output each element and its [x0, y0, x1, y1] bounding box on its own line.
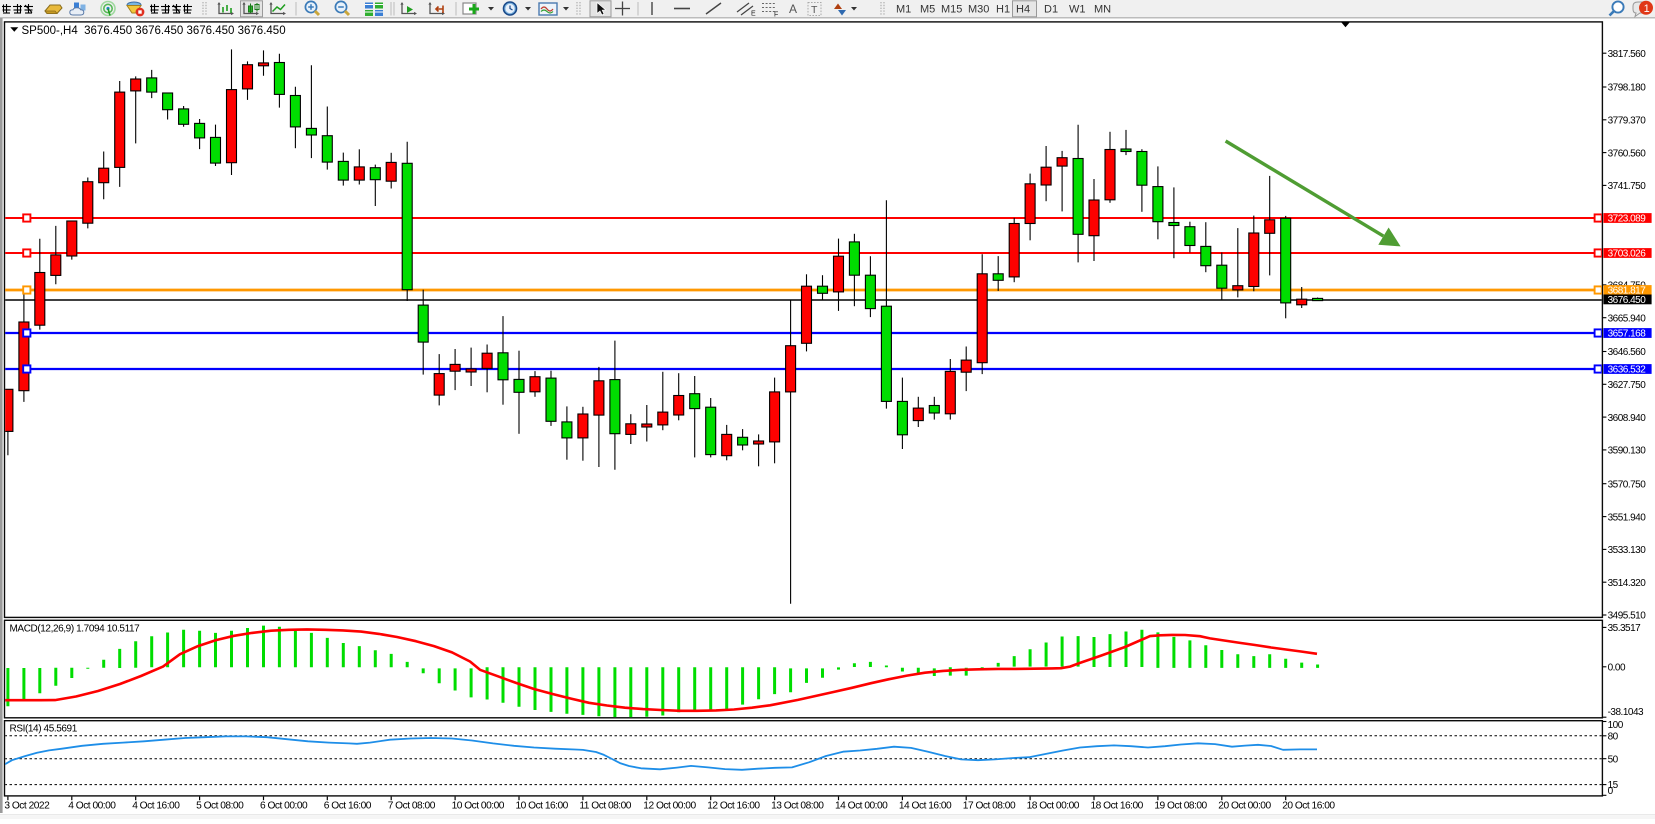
svg-text:3741.750: 3741.750 — [1608, 181, 1647, 192]
svg-text:18 Oct 00:00: 18 Oct 00:00 — [1027, 801, 1080, 812]
svg-text:3665.940: 3665.940 — [1608, 313, 1647, 324]
svg-text:H4: H4 — [1016, 4, 1030, 16]
svg-text:3798.180: 3798.180 — [1608, 83, 1647, 94]
svg-text:5 Oct 08:00: 5 Oct 08:00 — [196, 801, 244, 812]
svg-text:RSI(14) 45.5691: RSI(14) 45.5691 — [10, 724, 78, 735]
svg-text:15: 15 — [1608, 780, 1619, 791]
svg-text:7 Oct 08:00: 7 Oct 08:00 — [388, 801, 436, 812]
svg-text:SP500-,H4 3676.450 3676.450 3: SP500-,H4 3676.450 3676.450 3676.450 367… — [22, 25, 286, 37]
svg-text:3646.560: 3646.560 — [1608, 347, 1647, 358]
svg-text:T: T — [811, 4, 818, 16]
svg-text:M30: M30 — [968, 4, 989, 16]
svg-text:3703.026: 3703.026 — [1608, 249, 1647, 260]
svg-text:3627.750: 3627.750 — [1608, 380, 1647, 391]
svg-text:0: 0 — [1608, 786, 1614, 797]
svg-text:M15: M15 — [941, 4, 962, 16]
svg-text:19 Oct 08:00: 19 Oct 08:00 — [1154, 801, 1207, 812]
svg-text:3514.320: 3514.320 — [1608, 578, 1647, 589]
svg-text:1: 1 — [1644, 3, 1650, 15]
svg-text:3676.450: 3676.450 — [1608, 295, 1647, 306]
svg-text:F: F — [774, 12, 778, 19]
svg-text:4 Oct 00:00: 4 Oct 00:00 — [68, 801, 116, 812]
svg-text:3779.370: 3779.370 — [1608, 116, 1647, 127]
svg-text:11 Oct 08:00: 11 Oct 08:00 — [579, 801, 631, 812]
svg-text:W1: W1 — [1069, 4, 1086, 16]
svg-text:3495.510: 3495.510 — [1608, 611, 1647, 622]
svg-text:MN: MN — [1094, 4, 1111, 16]
svg-text:E: E — [751, 11, 756, 18]
svg-text:18 Oct 16:00: 18 Oct 16:00 — [1091, 801, 1144, 812]
svg-text:3681.817: 3681.817 — [1608, 286, 1647, 297]
svg-text:10 Oct 00:00: 10 Oct 00:00 — [452, 801, 505, 812]
svg-text:12 Oct 00:00: 12 Oct 00:00 — [643, 801, 696, 812]
svg-text:12 Oct 16:00: 12 Oct 16:00 — [707, 801, 760, 812]
svg-text:3590.130: 3590.130 — [1608, 446, 1647, 457]
svg-text:17 Oct 08:00: 17 Oct 08:00 — [963, 801, 1016, 812]
svg-text:3608.940: 3608.940 — [1608, 413, 1647, 424]
svg-text:35.3517: 35.3517 — [1608, 623, 1642, 634]
svg-text:H1: H1 — [996, 4, 1010, 16]
svg-text:D1: D1 — [1044, 4, 1058, 16]
svg-text:0.00: 0.00 — [1608, 663, 1626, 674]
svg-text:3533.130: 3533.130 — [1608, 545, 1647, 556]
svg-text:A: A — [789, 2, 797, 16]
svg-text:M1: M1 — [896, 4, 911, 16]
svg-text:50: 50 — [1608, 754, 1619, 765]
svg-text:3570.750: 3570.750 — [1608, 479, 1647, 490]
svg-text:3760.560: 3760.560 — [1608, 148, 1647, 159]
svg-text:M5: M5 — [920, 4, 935, 16]
svg-text:14 Oct 16:00: 14 Oct 16:00 — [899, 801, 952, 812]
svg-text:20 Oct 16:00: 20 Oct 16:00 — [1282, 801, 1335, 812]
svg-text:3817.560: 3817.560 — [1608, 49, 1647, 60]
svg-text:4 Oct 16:00: 4 Oct 16:00 — [132, 801, 180, 812]
svg-text:6 Oct 00:00: 6 Oct 00:00 — [260, 801, 308, 812]
svg-text:13 Oct 08:00: 13 Oct 08:00 — [771, 801, 824, 812]
svg-text:14 Oct 00:00: 14 Oct 00:00 — [835, 801, 888, 812]
svg-text:80: 80 — [1608, 732, 1619, 743]
svg-text:10 Oct 16:00: 10 Oct 16:00 — [516, 801, 569, 812]
svg-text:3657.168: 3657.168 — [1608, 329, 1647, 340]
svg-text:-38.1043: -38.1043 — [1608, 707, 1644, 718]
svg-text:100: 100 — [1608, 720, 1624, 731]
svg-text:3551.940: 3551.940 — [1608, 512, 1647, 523]
svg-text:MACD(12,26,9) 1.7094 10.5117: MACD(12,26,9) 1.7094 10.5117 — [10, 623, 141, 634]
svg-text:3636.532: 3636.532 — [1608, 365, 1647, 376]
svg-text:6 Oct 16:00: 6 Oct 16:00 — [324, 801, 372, 812]
svg-text:3723.089: 3723.089 — [1608, 214, 1647, 225]
svg-text:20 Oct 00:00: 20 Oct 00:00 — [1218, 801, 1271, 812]
svg-text:3 Oct 2022: 3 Oct 2022 — [4, 801, 50, 812]
